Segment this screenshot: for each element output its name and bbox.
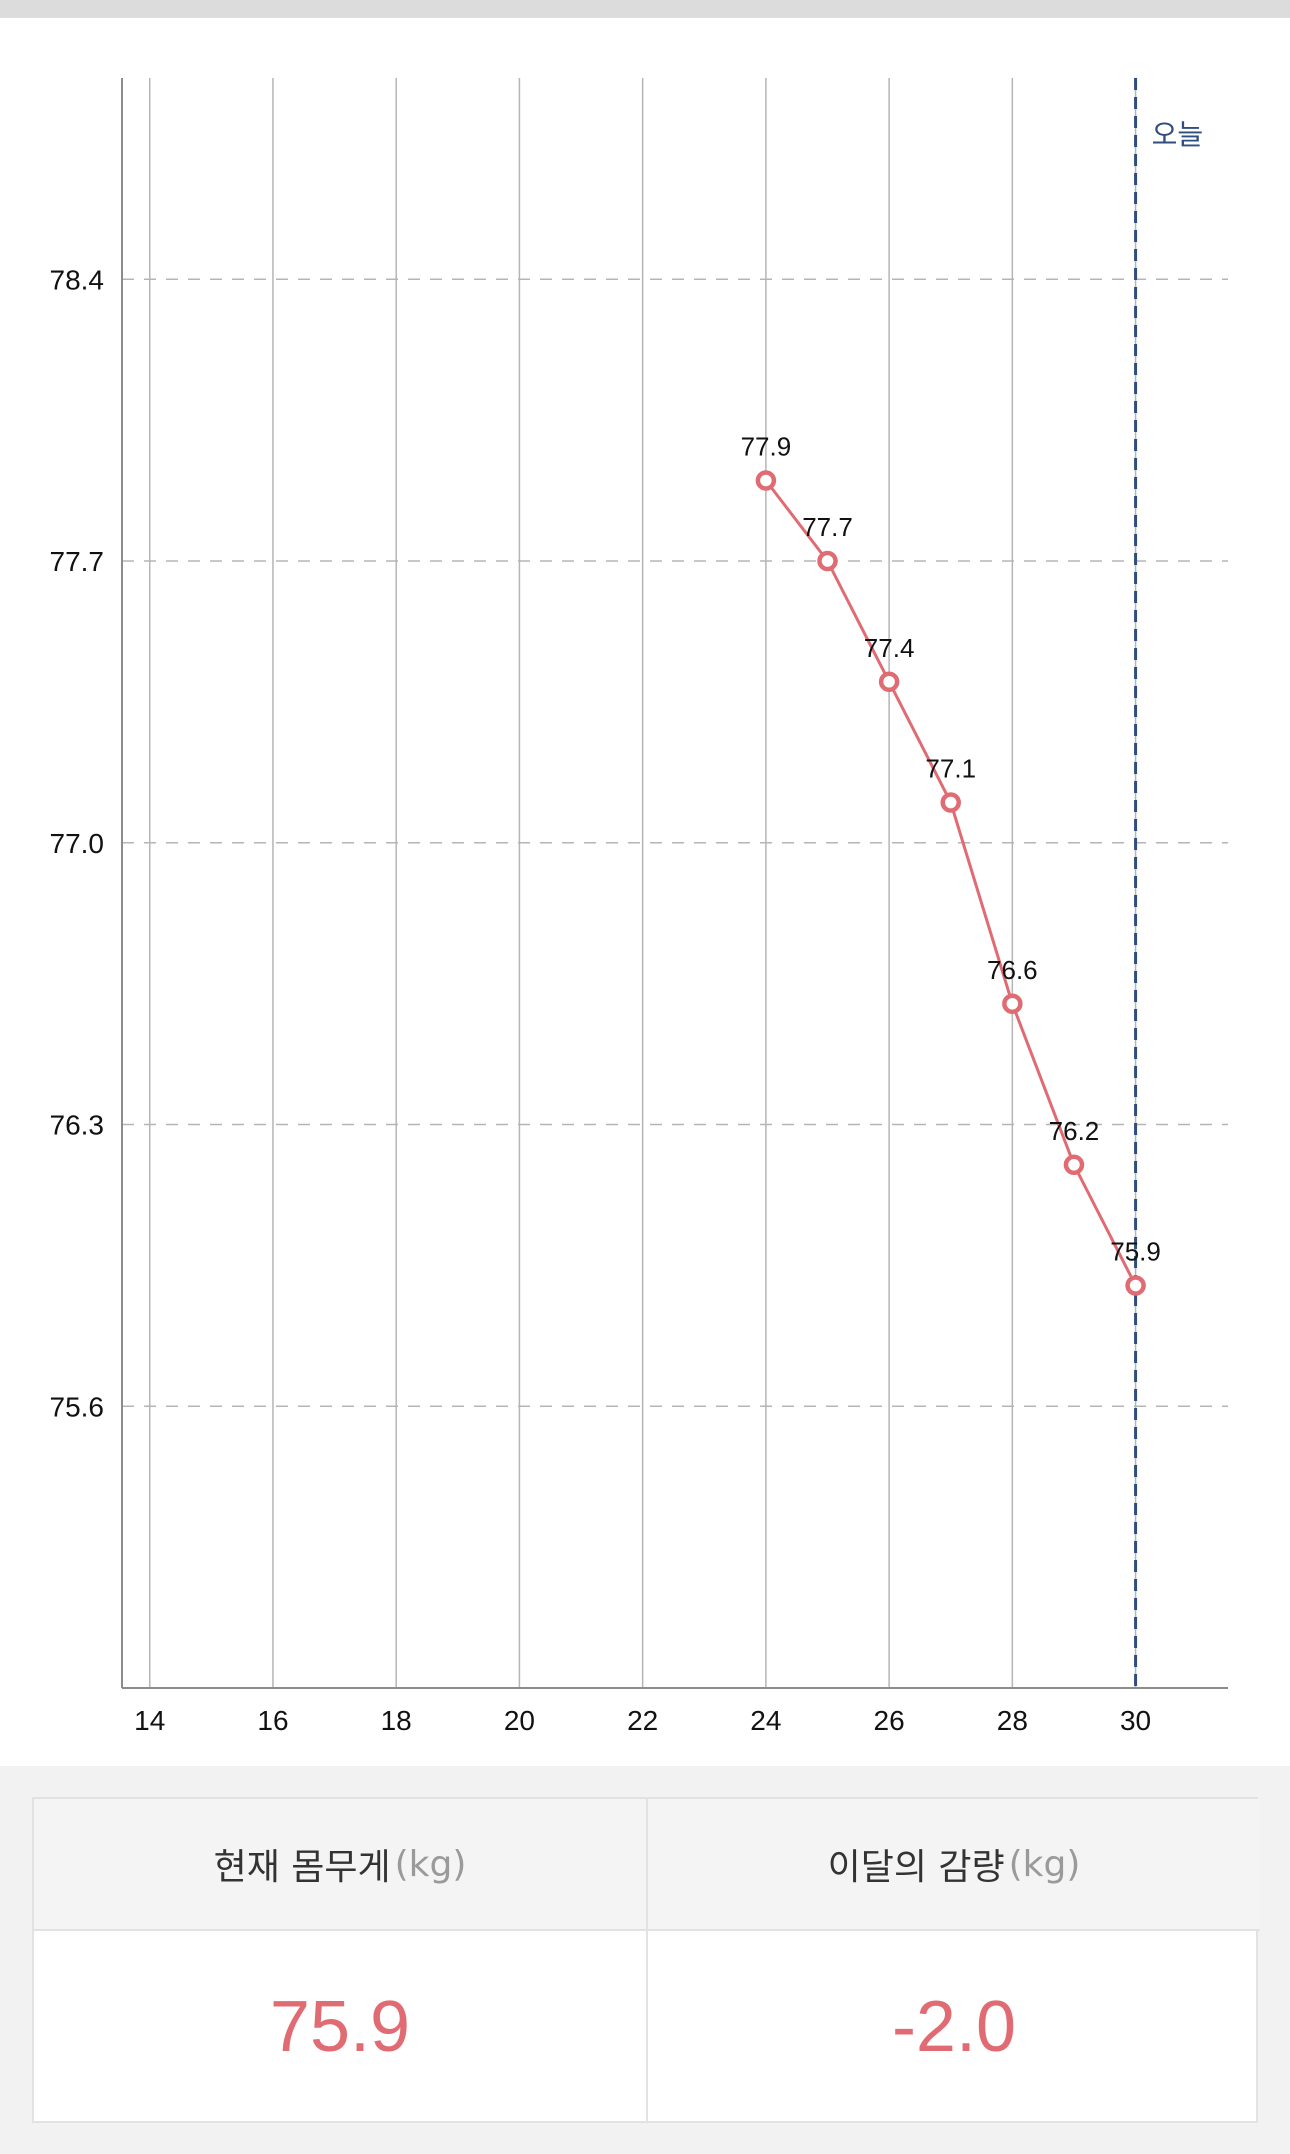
monthly-change-label: 이달의 감량 bbox=[827, 1847, 1005, 1888]
y-tick-label: 78.4 bbox=[50, 264, 105, 295]
monthly-change-value: -2.0 bbox=[891, 1987, 1017, 2067]
data-point bbox=[940, 792, 961, 813]
monthly-change-column: 이달의 감량 (kg) -2.0 bbox=[646, 1799, 1260, 2121]
y-tick-label: 75.6 bbox=[50, 1391, 105, 1422]
x-tick-label: 18 bbox=[381, 1705, 412, 1736]
data-point bbox=[1125, 1275, 1146, 1296]
y-tick-label: 77.7 bbox=[50, 546, 105, 577]
current-weight-header: 현재 몸무게 (kg) bbox=[34, 1799, 646, 1931]
weight-chart-panel: 14 16 18 20 22 24 26 28 30 78.4 77.7 77.0 76.3 75.6 오늘… bbox=[0, 18, 1290, 1766]
weight-line-chart: 14 16 18 20 22 24 26 28 30 78.4 77.7 77.0 76.3 75.6 오늘… bbox=[50, 78, 1228, 1736]
data-label: 77.1 bbox=[925, 754, 976, 784]
x-tick-label: 14 bbox=[134, 1705, 165, 1736]
monthly-change-header: 이달의 감량 (kg) bbox=[648, 1799, 1260, 1931]
data-label: 75.9 bbox=[1110, 1237, 1161, 1267]
current-weight-label: 현재 몸무게 bbox=[213, 1847, 391, 1888]
data-label: 76.6 bbox=[987, 955, 1038, 985]
data-label: 76.2 bbox=[1049, 1116, 1100, 1146]
data-label: 77.9 bbox=[741, 432, 792, 462]
x-tick-label: 26 bbox=[874, 1705, 905, 1736]
current-weight-column: 현재 몸무게 (kg) 75.9 bbox=[34, 1799, 646, 2121]
x-tick-label: 22 bbox=[627, 1705, 658, 1736]
data-label: 77.4 bbox=[864, 633, 915, 663]
current-weight-value: 75.9 bbox=[269, 1987, 411, 2067]
today-marker-label: 오늘 bbox=[1152, 118, 1204, 151]
data-point bbox=[755, 470, 777, 491]
y-tick-label: 77.0 bbox=[50, 828, 105, 859]
monthly-change-unit: (kg) bbox=[1008, 1843, 1081, 1885]
x-tick-label: 30 bbox=[1120, 1705, 1151, 1736]
data-point bbox=[1002, 993, 1023, 1014]
current-weight-unit: (kg) bbox=[394, 1843, 467, 1885]
y-tick-label: 76.3 bbox=[50, 1110, 105, 1141]
data-point bbox=[1063, 1154, 1085, 1175]
x-tick-label: 24 bbox=[750, 1705, 781, 1736]
x-tick-label: 20 bbox=[504, 1705, 535, 1736]
x-tick-label: 16 bbox=[257, 1705, 288, 1736]
weight-summary-table: 현재 몸무게 (kg) 75.9 이달의 감량 (kg) -2.0 bbox=[32, 1797, 1260, 2123]
status-bar-strip bbox=[0, 0, 1290, 18]
data-point bbox=[817, 550, 838, 572]
x-tick-label: 28 bbox=[997, 1705, 1028, 1736]
data-label: 77.7 bbox=[802, 512, 853, 542]
data-point bbox=[878, 671, 900, 692]
